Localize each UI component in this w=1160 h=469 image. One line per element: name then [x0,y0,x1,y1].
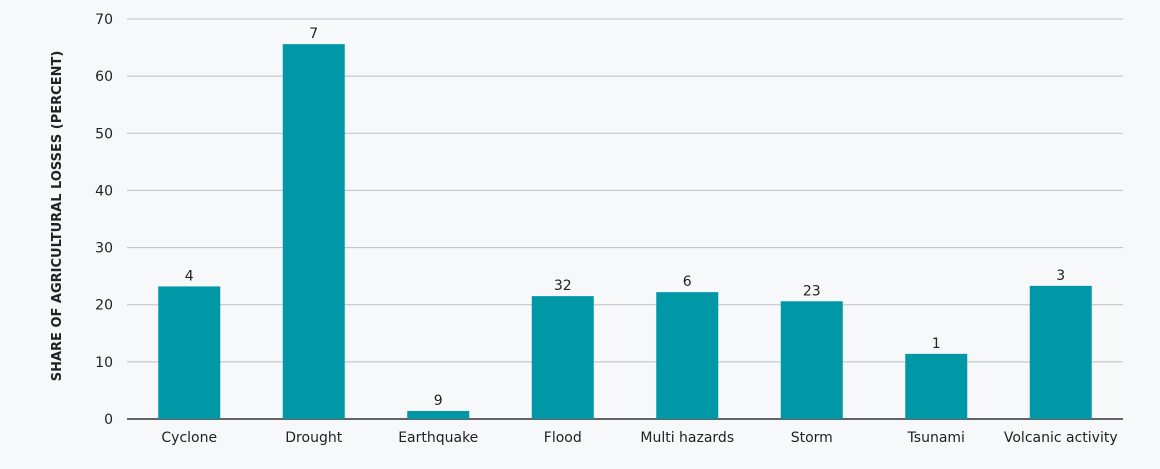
bar [407,411,470,419]
data-label: 6 [683,274,692,290]
bar [780,301,843,419]
y-tick-label: 60 [95,69,113,85]
y-tick-label: 10 [95,355,113,371]
data-label: 23 [803,283,821,299]
data-label: 3 [1056,268,1065,284]
y-tick-label: 50 [95,126,113,142]
data-label: 9 [434,393,443,409]
y-tick-label: 30 [95,241,113,257]
y-tick-label: 40 [95,183,113,199]
data-label: 4 [185,268,194,284]
x-tick-label: Multi hazards [640,430,734,446]
y-tick-label: 0 [104,412,113,428]
x-tick-label: Storm [791,430,833,446]
x-tick-label: Drought [285,430,342,446]
y-tick-label: 70 [95,12,113,28]
bar [158,286,221,419]
data-label: 7 [309,26,318,42]
x-tick-label: Cyclone [161,430,217,446]
x-tick-label: Flood [544,430,582,446]
x-tick-label: Tsunami [907,430,965,446]
data-label: 32 [554,278,572,294]
data-label: 1 [932,336,941,352]
x-tick-label: Volcanic activity [1004,430,1118,446]
bar [905,353,968,419]
x-tick-label: Earthquake [398,430,478,446]
y-tick-label: 20 [95,298,113,314]
y-axis-label: SHARE OF AGRICULTURAL LOSSES (PERCENT) [50,51,65,382]
bar [282,44,345,420]
bar [1029,285,1092,419]
bar [531,296,594,419]
bar [656,292,719,419]
